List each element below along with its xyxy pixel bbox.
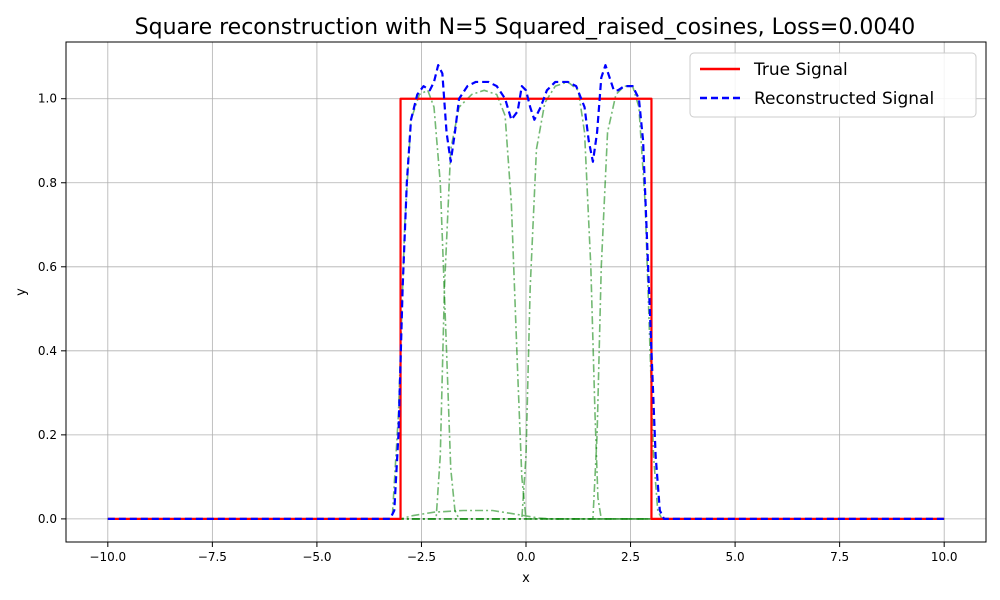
x-tick-label: −10.0 <box>89 550 126 564</box>
x-tick-label: 2.5 <box>621 550 640 564</box>
series-line-reconstructed <box>107 64 945 520</box>
y-tick-label: 0.4 <box>38 344 57 358</box>
chart-title: Square reconstruction with N=5 Squared_r… <box>135 15 916 40</box>
x-tick-label: −7.5 <box>198 550 227 564</box>
x-axis-label: x <box>522 571 530 586</box>
y-tick-label: 0.0 <box>38 512 57 526</box>
x-tick-label: −5.0 <box>302 550 331 564</box>
y-tick-label: 1.0 <box>38 92 57 106</box>
legend: True Signal Reconstructed Signal <box>689 52 977 118</box>
series-line-basis-2 <box>107 89 945 520</box>
y-tick-label: 0.6 <box>38 260 57 274</box>
x-tick-label: 7.5 <box>830 550 849 564</box>
y-ticks: 0.0 0.2 0.4 0.6 0.8 1.0 <box>38 92 66 526</box>
x-tick-label: 5.0 <box>726 550 745 564</box>
x-ticks: −10.0 −7.5 −5.0 −2.5 0.0 2.5 5.0 7.5 10.0 <box>89 542 958 564</box>
legend-label-reconstructed: Reconstructed Signal <box>754 89 934 109</box>
x-tick-label: 10.0 <box>931 550 958 564</box>
legend-box <box>689 52 977 118</box>
y-tick-label: 0.8 <box>38 176 57 190</box>
x-tick-label: 0.0 <box>516 550 535 564</box>
y-tick-label: 0.2 <box>38 428 57 442</box>
series-group <box>107 64 945 520</box>
y-axis-label: y <box>14 288 29 296</box>
series-line-basis-5 <box>107 509 945 520</box>
legend-label-true-signal: True Signal <box>753 60 848 80</box>
x-tick-label: −2.5 <box>407 550 436 564</box>
